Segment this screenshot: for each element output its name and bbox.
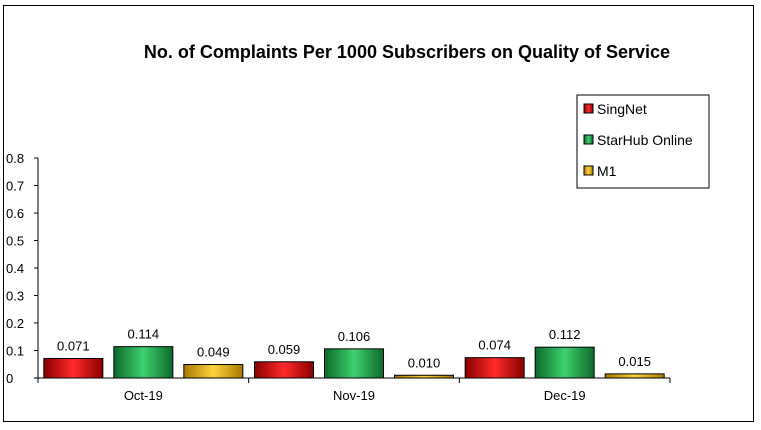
bar-singnet [43, 357, 104, 379]
y-tick-label: 0.6 [6, 206, 24, 221]
legend-label: StarHub Online [597, 132, 693, 148]
bar-singnet [254, 361, 314, 379]
y-tick-label: 0.5 [6, 234, 24, 249]
data-label: 0.071 [57, 338, 90, 353]
data-label: 0.112 [549, 327, 581, 342]
y-tick-label: 0.8 [6, 151, 24, 166]
bars [43, 346, 665, 379]
y-tick-label: 0.4 [6, 261, 24, 276]
data-label: 0.059 [268, 342, 301, 357]
y-axis: 0 0.1 0.2 0.3 0.4 0.5 0.6 0.7 0.8 [6, 151, 39, 386]
bar-starhub-online [113, 346, 174, 379]
bar-m1 [183, 364, 244, 379]
data-labels: 0.071 0.114 0.049 0.059 0.106 0.010 0.074 0.112… [57, 327, 651, 371]
legend: SingNet StarHub Online M1 [576, 94, 710, 189]
chart-title: No. of Complaints Per 1000 Subscribers o… [144, 42, 670, 62]
y-tick-label: 0.7 [6, 179, 24, 194]
legend-swatch-m1 [583, 165, 594, 176]
legend-box [576, 94, 710, 189]
bar-singnet [464, 357, 525, 379]
data-label: 0.114 [128, 327, 160, 342]
data-label: 0.106 [338, 329, 371, 344]
legend-swatch-starhub-online [583, 134, 594, 145]
x-tick-label: Nov-19 [333, 388, 375, 403]
legend-swatch-singnet [583, 103, 594, 114]
data-label: 0.015 [618, 354, 651, 369]
legend-label: SingNet [597, 101, 647, 117]
x-tick-label: Oct-19 [124, 388, 163, 403]
y-tick-label: 0.1 [6, 344, 24, 359]
data-label: 0.010 [408, 355, 441, 370]
legend-label: M1 [597, 163, 617, 179]
y-tick-label: 0 [6, 371, 13, 386]
x-tick-label: Dec-19 [544, 388, 586, 403]
bar-m1 [394, 374, 454, 379]
y-tick-label: 0.3 [6, 289, 24, 304]
bar-m1 [604, 373, 665, 379]
bar-starhub-online [324, 348, 384, 379]
data-label: 0.049 [197, 345, 230, 360]
x-axis: Oct-19 Nov-19 Dec-19 [37, 377, 671, 403]
y-tick-label: 0.2 [6, 316, 24, 331]
data-label: 0.074 [478, 338, 511, 353]
bar-starhub-online [534, 346, 595, 379]
